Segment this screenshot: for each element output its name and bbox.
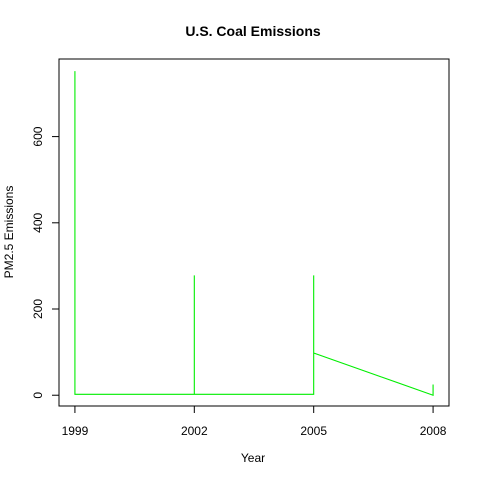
y-tick-label: 400 (31, 212, 45, 232)
chart-title: U.S. Coal Emissions (185, 23, 321, 39)
y-tick-label: 200 (31, 299, 45, 319)
x-tick-label: 2008 (420, 424, 447, 438)
x-tick-label: 1999 (62, 424, 89, 438)
y-axis: 0 200 400 600 (31, 126, 60, 399)
x-axis-label: Year (241, 451, 265, 465)
series-layer (74, 71, 434, 396)
x-tick-label: 2002 (181, 424, 208, 438)
y-tick-label: 0 (31, 392, 45, 399)
y-tick-label: 600 (31, 126, 45, 146)
x-axis: 1999 2002 2005 2008 (62, 405, 447, 438)
series-line (74, 71, 434, 396)
y-axis-label: PM2.5 Emissions (2, 186, 16, 279)
x-tick-label: 2005 (300, 424, 327, 438)
